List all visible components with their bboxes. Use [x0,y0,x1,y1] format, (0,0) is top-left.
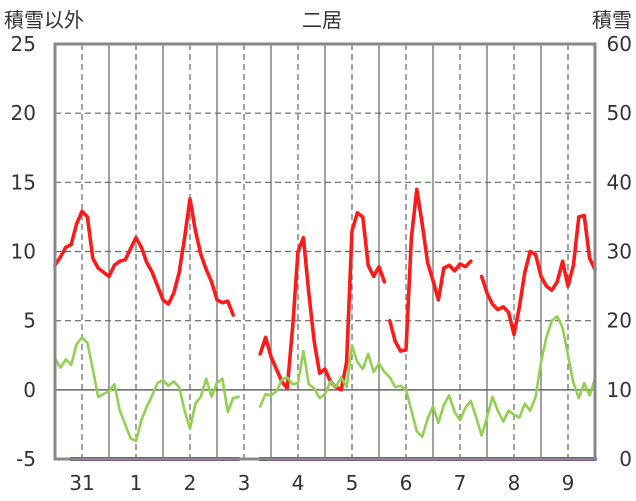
right-tick-label: 50 [607,101,632,125]
left-tick-label: 20 [11,101,36,125]
x-axis-ticks: 31 1 2 3 4 5 6 7 8 9 [69,471,574,495]
x-tick-label: 9 [562,471,575,495]
x-tick-label: 31 [69,471,94,495]
series-2-line [53,335,240,443]
x-tick-label: 7 [454,471,467,495]
right-tick-label: 40 [607,170,632,194]
right-axis-label: 積雪 [592,8,632,32]
left-axis-label: 積雪以外 [4,8,84,32]
right-tick-label: 30 [607,240,632,264]
gridlines [55,44,595,459]
chart-title: 二居 [302,8,342,32]
right-axis-ticks: 0 10 20 30 40 50 60 [607,32,632,471]
left-axis-ticks: -5 0 5 10 15 20 25 [11,32,36,471]
x-tick-label: 3 [238,471,251,495]
plot-frame [53,42,597,461]
right-tick-label: 20 [607,309,632,333]
left-tick-label: 25 [11,32,36,56]
x-tick-label: 1 [130,471,143,495]
left-tick-label: 5 [23,309,36,333]
series-2-line [258,315,597,439]
left-tick-label: 0 [23,378,36,402]
plot-border [53,42,597,461]
x-tick-label: 6 [400,471,413,495]
series-1-line [53,197,235,317]
right-tick-label: 0 [619,447,632,471]
right-tick-label: 10 [607,378,632,402]
x-tick-label: 5 [346,471,359,495]
series-1-line [387,187,473,353]
x-tick-label: 4 [292,471,305,495]
right-tick-label: 60 [607,32,632,56]
x-tick-label: 8 [508,471,521,495]
left-tick-label: 15 [11,170,36,194]
series-1-line [479,213,597,337]
x-tick-label: 2 [184,471,197,495]
left-tick-label: -5 [16,447,36,471]
left-tick-label: 10 [11,240,36,264]
